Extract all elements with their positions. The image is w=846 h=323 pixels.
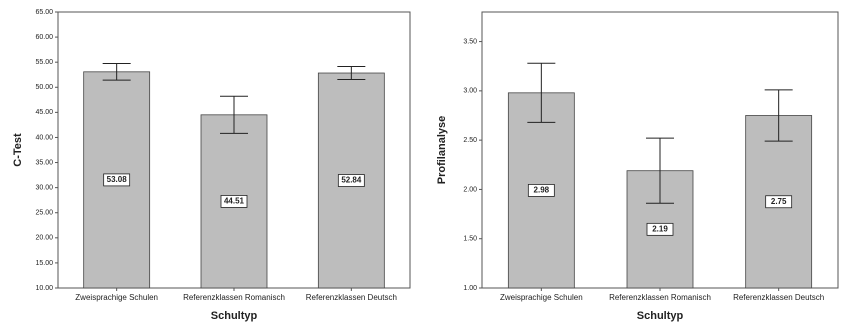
y-tick-label: 30.00: [35, 184, 53, 191]
y-tick-label: 1.50: [463, 236, 477, 243]
y-axis-title: C-Test: [12, 133, 24, 167]
y-tick-label: 1.00: [463, 285, 477, 292]
y-tick-label: 15.00: [35, 260, 53, 267]
value-label: 2.98: [534, 186, 550, 195]
y-tick-label: 45.00: [35, 109, 53, 116]
error-bar: [764, 89, 793, 142]
error-bar: [337, 65, 366, 81]
y-tick-label: 3.00: [463, 88, 477, 95]
y-tick-label: 3.50: [463, 38, 477, 45]
value-label: 2.75: [771, 197, 787, 206]
x-tick-label: Zweisprachige Schulen: [500, 293, 583, 302]
y-tick-label: 25.00: [35, 210, 53, 217]
error-bar: [102, 63, 131, 81]
y-axis-title: Profilanalyse: [436, 116, 448, 184]
value-label-box: [646, 222, 674, 236]
value-label-box: [103, 173, 131, 187]
error-bar: [220, 95, 248, 134]
y-tick-label: 2.50: [463, 137, 477, 144]
y-tick-label: 20.00: [35, 235, 53, 242]
y-tick-label: 55.00: [35, 59, 53, 66]
y-tick-label: 50.00: [35, 84, 53, 91]
value-label-box: [527, 184, 555, 197]
value-label-box: [765, 195, 793, 209]
value-label: 44.51: [224, 197, 245, 206]
y-tick-label: 10.00: [35, 285, 53, 292]
x-tick-label: Referenzklassen Romanisch: [183, 293, 285, 302]
y-tick-label: 35.00: [35, 159, 53, 166]
error-bar: [646, 137, 674, 204]
x-axis-title: Schultyp: [637, 310, 684, 322]
value-label: 2.19: [652, 224, 668, 233]
value-label-box: [337, 174, 365, 187]
x-tick-label: Referenzklassen Romanisch: [609, 293, 711, 302]
error-bar: [527, 62, 556, 123]
value-label: 52.84: [341, 176, 362, 185]
y-tick-label: 65.00: [35, 9, 53, 16]
value-label-box: [220, 195, 248, 208]
y-tick-label: 40.00: [35, 134, 53, 141]
x-axis-title: Schultyp: [211, 310, 258, 322]
x-tick-label: Zweisprachige Schulen: [75, 293, 158, 302]
x-tick-label: Referenzklassen Deutsch: [306, 293, 397, 302]
value-label: 53.08: [107, 175, 128, 184]
x-tick-label: Referenzklassen Deutsch: [733, 293, 824, 302]
y-tick-label: 60.00: [35, 34, 53, 41]
y-tick-label: 2.00: [463, 186, 477, 193]
